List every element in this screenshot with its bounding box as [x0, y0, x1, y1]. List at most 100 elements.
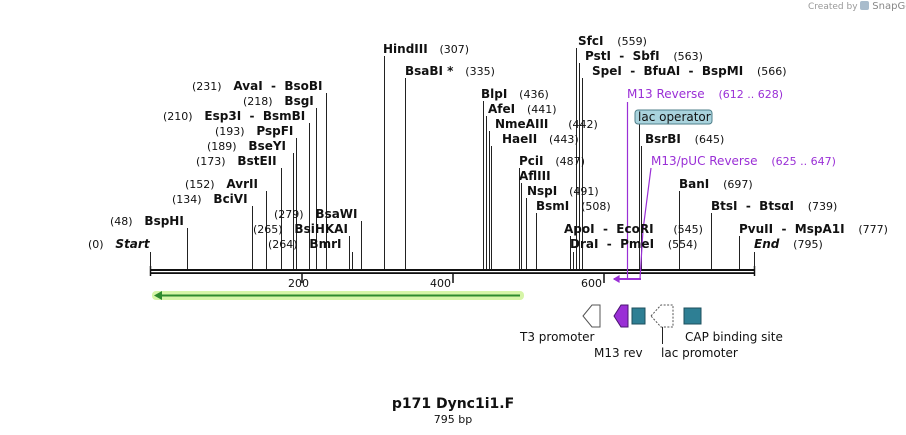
site-bsmi[interactable]: BsmI (508) [536, 199, 611, 213]
map-title: p171 Dync1i1.F [391, 396, 515, 412]
site-bsabi-name: BsaBI * [405, 64, 454, 78]
lac-promoter-label: lac promoter [661, 346, 738, 360]
lac-operator-box[interactable] [631, 307, 646, 325]
site-apoi-name: ApoI - EcoRI [564, 222, 654, 236]
site-pvuii-pos: (777) [858, 223, 888, 236]
credit-text: Created by [808, 2, 858, 12]
site-hindiii[interactable]: HindIII (307) [383, 42, 469, 56]
map-length: 795 bp [433, 413, 473, 426]
cap-binding-site-label: CAP binding site [685, 330, 783, 344]
site-bani-pos: (697) [723, 178, 753, 191]
site-bsphi-pos: (48) [110, 215, 133, 228]
lac-operator-label[interactable]: lac operator [638, 110, 711, 124]
site-nspi[interactable]: NspI (491) [527, 184, 599, 198]
site-btsi[interactable]: BtsI - BtsαI (739) [711, 199, 837, 213]
primer-m13-puc-reverse-name: M13/pUC Reverse [651, 154, 758, 168]
site-nmeaiii-pos: (442) [568, 118, 598, 131]
site-avrii-name: AvrII [226, 177, 258, 191]
site-bsrbi-name: BsrBI [645, 132, 681, 146]
site-bsawi[interactable]: (279) BsaWI [274, 207, 358, 221]
site-bmri[interactable]: (264) BmrI [268, 237, 341, 251]
credit-line: Created by SnapGene [808, 1, 906, 12]
site-bseyi[interactable]: (189) BseYI [207, 139, 286, 153]
site-bsteii-pos: (173) [196, 155, 226, 168]
site-esp3i[interactable]: (210) Esp3I - BsmBI [163, 109, 305, 123]
site-bsphi-name: BspHI [144, 214, 184, 228]
site-bani[interactable]: BanI (697) [679, 177, 753, 191]
site-drai[interactable]: DraI - PmeI (554) [570, 237, 697, 251]
site-start-pos: (0) [88, 238, 104, 251]
site-avai-pos: (231) [192, 80, 222, 93]
site-drai-pos: (554) [667, 238, 698, 251]
lac-operator-label-box [634, 109, 713, 125]
site-bcivi[interactable]: (134) BciVI [172, 192, 248, 206]
site-nmeaiii-name: NmeAIII [495, 117, 549, 131]
site-sfci-pos: (559) [617, 35, 647, 48]
site-esp3i-pos: (210) [163, 110, 193, 123]
site-spei-name: SpeI - BfuAI - BspMI [592, 64, 744, 78]
site-afliii-name: AflIII [519, 169, 551, 183]
site-bsawi-name: BsaWI [315, 207, 358, 221]
snapgene-brand: SnapGene [872, 1, 906, 12]
site-apoi-pos: (545) [673, 223, 703, 236]
site-bsgi[interactable]: (218) BsgI [243, 94, 314, 108]
site-bcivi-pos: (134) [172, 193, 202, 206]
line-m13-puc-reverse [639, 167, 652, 280]
site-end[interactable]: End (795) [754, 237, 823, 251]
m13-rev-arrow[interactable] [613, 304, 629, 328]
site-nspi-name: NspI [527, 184, 558, 198]
site-bseyi-name: BseYI [248, 139, 287, 153]
site-pcii[interactable]: PciI (487) [519, 154, 585, 168]
site-esp3i-name: Esp3I - BsmBI [204, 109, 306, 123]
site-afliii[interactable]: AflIII [519, 169, 551, 183]
site-drai-name: DraI - PmeI [570, 237, 655, 251]
primer-m13-puc-reverse[interactable]: M13/pUC Reverse (625 .. 647) [651, 154, 836, 168]
site-haeii-name: HaeII [502, 132, 538, 146]
site-bcivi-name: BciVI [213, 192, 248, 206]
site-sfci[interactable]: SfcI (559) [578, 34, 647, 48]
site-bsihkai-name: BsiHKAI [294, 222, 348, 236]
site-haeii[interactable]: HaeII (443) [502, 132, 579, 146]
site-bsgi-name: BsgI [284, 94, 314, 108]
primer-m13-reverse-name: M13 Reverse [627, 87, 705, 101]
site-psti[interactable]: PstI - SbfI (563) [585, 49, 703, 63]
site-psti-name: PstI - SbfI [585, 49, 660, 63]
site-start[interactable]: (0) Start [88, 237, 150, 251]
site-btsi-name: BtsI - BtsαI [711, 199, 794, 213]
site-btsi-pos: (739) [807, 200, 838, 213]
t3-promoter-label: T3 promoter [520, 330, 595, 344]
site-hindiii-pos: (307) [439, 43, 470, 56]
backbone-inner [150, 271, 755, 273]
site-bsgi-pos: (218) [243, 95, 273, 108]
site-bsihkai[interactable]: (265) BsiHKAI [253, 222, 348, 236]
site-psti-pos: (563) [673, 50, 703, 63]
ruler-label-200: 200 [288, 277, 309, 290]
site-hindiii-name: HindIII [383, 42, 428, 56]
primer-bar-arrowhead [612, 274, 620, 284]
site-apoi[interactable]: ApoI - EcoRI (545) [564, 222, 703, 236]
site-nmeaiii[interactable]: NmeAIII (442) [495, 117, 598, 131]
site-bsabi[interactable]: BsaBI * (335) [405, 64, 495, 78]
site-spei[interactable]: SpeI - BfuAI - BspMI (566) [592, 64, 787, 78]
site-pvuii[interactable]: PvuII - MspA1I (777) [739, 222, 888, 236]
lac-promoter-arrow[interactable] [650, 304, 674, 328]
site-pcii-pos: (487) [555, 155, 585, 168]
site-afei[interactable]: AfeI (441) [488, 102, 557, 116]
site-avrii[interactable]: (152) AvrII [185, 177, 258, 191]
primer-lines [612, 102, 652, 284]
site-avai[interactable]: (231) AvaI - BsoBI [192, 79, 323, 93]
primer-m13-puc-reverse-range: (625 .. 647) [771, 155, 836, 168]
site-bsmi-name: BsmI [536, 199, 570, 213]
cap-binding-site-box[interactable] [683, 307, 702, 325]
site-pspfi[interactable]: (193) PspFI [215, 124, 293, 138]
site-pspfi-pos: (193) [215, 125, 245, 138]
primer-m13-reverse[interactable]: M13 Reverse (612 .. 628) [627, 87, 783, 101]
site-bsteii[interactable]: (173) BstEII [196, 154, 277, 168]
t3-promoter-arrow[interactable] [582, 304, 601, 328]
site-avai-name: AvaI - BsoBI [233, 79, 323, 93]
site-bsrbi[interactable]: BsrBI (645) [645, 132, 724, 146]
site-bsphi[interactable]: (48) BspHI [110, 214, 184, 228]
site-start-name: Start [115, 237, 150, 251]
site-blpi[interactable]: BlpI (436) [481, 87, 549, 101]
